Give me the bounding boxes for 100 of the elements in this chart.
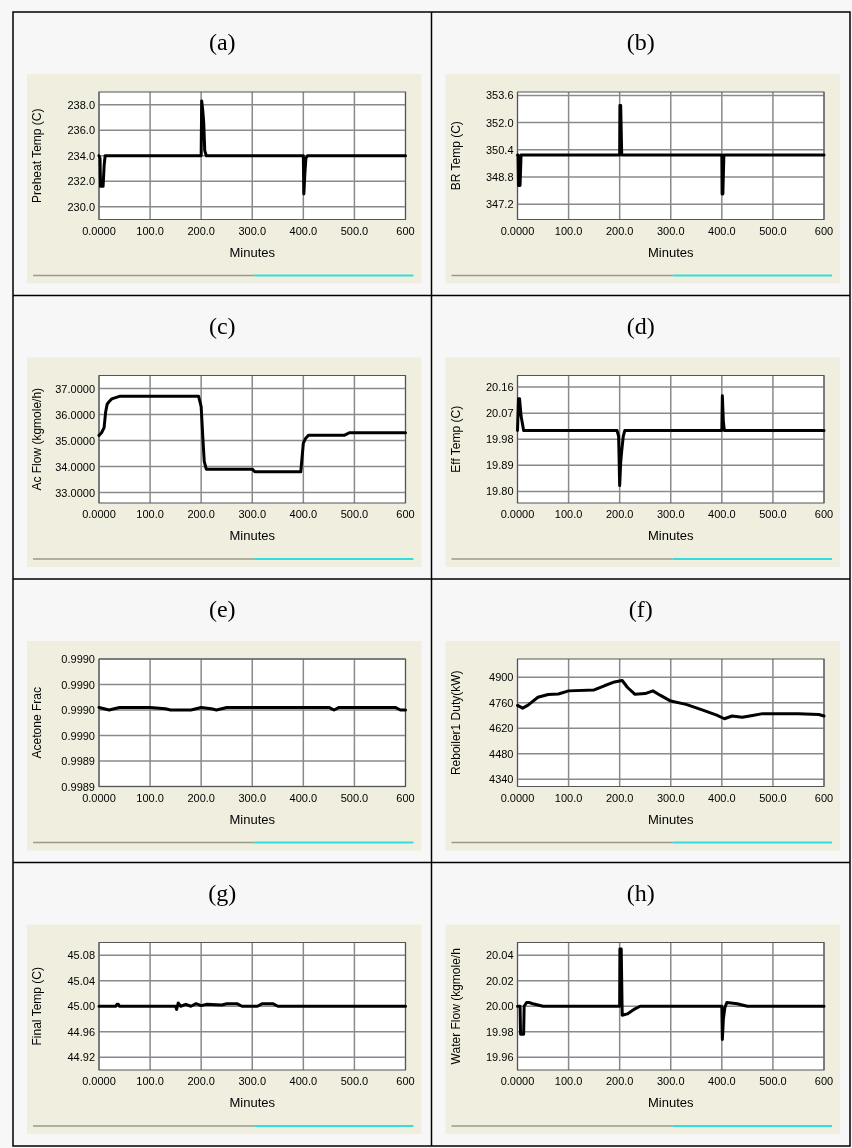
chart-title: (b) [626,29,655,55]
y-axis-title: Ac Flow (kgmole/h) [30,387,44,491]
y-axis-title: Water Flow (kgmole/h [448,948,463,1065]
x-tick-label: 500.0 [759,224,787,237]
y-axis-title: Acetone Frac [30,687,44,759]
y-tick-label: 35.0000 [55,434,95,447]
y-tick-label: 44.96 [67,1025,95,1038]
x-tick-label: 400.0 [708,1075,736,1087]
x-tick-label: 200.0 [605,508,634,520]
line-series [516,947,826,1041]
y-tick-label: 19.98 [485,1025,514,1038]
x-tick-label: 300.0 [656,791,685,804]
line-series [97,99,407,196]
x-tick-label: 0.0000 [500,1075,535,1087]
x-tick-label: 100.0 [136,508,164,520]
y-tick-label: 45.00 [67,1000,95,1013]
y-tick-label: 0.9990 [61,729,95,742]
x-tick-label: 300.0 [238,1075,267,1087]
x-tick-label: 0.0000 [500,224,535,237]
y-tick-label: 236.0 [67,124,95,137]
x-tick-label: 0.0000 [82,1075,116,1087]
x-tick-label: 100.0 [136,1075,164,1087]
x-tick-label: 100.0 [554,508,583,520]
y-tick-label: 4340 [489,773,514,786]
x-tick-label: 600 [814,224,834,237]
x-axis-title: Minutes [229,1095,276,1110]
line-series [516,394,826,488]
y-tick-label: 19.89 [485,459,514,472]
x-tick-label: 100.0 [136,791,164,804]
chart-title: (g) [208,879,237,906]
y-tick-label: 4900 [489,671,514,684]
chart-title: (a) [208,29,236,55]
y-tick-label: 4480 [489,747,514,760]
y-tick-label: 0.9990 [61,678,95,691]
y-tick-label: 352.0 [485,116,514,129]
x-tick-label: 0.0000 [82,791,116,804]
x-tick-label: 500.0 [340,791,369,804]
x-axis-title: Minutes [229,244,276,260]
y-axis-title: Eff Temp (C) [448,405,463,473]
y-tick-label: 230.0 [67,200,95,213]
y-tick-label: 20.00 [485,1000,514,1013]
x-tick-label: 500.0 [340,1075,369,1087]
y-tick-label: 348.8 [485,171,514,183]
y-tick-label: 33.0000 [55,486,95,499]
y-tick-label: 20.07 [485,407,514,420]
x-tick-label: 400.0 [708,791,736,804]
y-axis-title: Final Temp (C) [30,967,44,1046]
x-tick-label: 400.0 [289,1075,318,1087]
x-tick-label: 500.0 [759,791,787,804]
x-tick-label: 200.0 [187,791,215,804]
line-series [97,1001,407,1011]
y-axis-title: Preheat Temp (C) [30,108,44,203]
x-axis-title: Minutes [647,1095,694,1110]
y-tick-label: 45.08 [67,949,95,962]
y-tick-label: 36.0000 [55,408,95,421]
x-tick-label: 200.0 [187,1075,215,1087]
y-tick-label: 353.6 [485,89,514,102]
y-tick-label: 238.0 [67,98,95,111]
y-tick-label: 0.9990 [61,653,95,665]
x-axis-title: Minutes [229,811,276,827]
x-axis-title: Minutes [229,528,276,543]
x-tick-label: 500.0 [340,224,369,237]
y-tick-label: 0.9989 [61,780,95,793]
x-tick-label: 600 [396,224,415,237]
x-tick-label: 300.0 [238,224,267,237]
y-tick-label: 4760 [489,696,514,709]
y-tick-label: 347.2 [485,198,514,211]
y-tick-label: 20.02 [485,974,514,987]
x-tick-label: 200.0 [605,791,634,804]
x-tick-label: 600 [814,508,834,520]
x-tick-label: 600 [396,791,415,804]
x-tick-label: 300.0 [238,508,267,520]
y-tick-label: 34.0000 [55,460,95,473]
x-tick-label: 400.0 [708,224,736,237]
y-axis-title: Reboiler1 Duty(kW) [448,670,463,776]
x-tick-label: 300.0 [656,508,685,520]
x-tick-label: 500.0 [759,508,787,520]
x-tick-label: 100.0 [554,1075,583,1087]
x-tick-label: 300.0 [238,791,267,804]
y-tick-label: 19.98 [485,433,514,446]
chart-title: (d) [626,312,655,339]
y-axis-title: BR Temp (C) [448,121,463,191]
line-series [516,104,826,196]
x-tick-label: 200.0 [187,224,215,237]
x-tick-label: 600 [814,1075,834,1087]
x-axis-title: Minutes [647,528,694,543]
chart-title: (f) [628,596,653,622]
x-tick-label: 500.0 [340,508,369,520]
line-series [97,394,407,474]
x-tick-label: 400.0 [289,224,318,237]
y-tick-label: 350.4 [485,143,514,156]
y-tick-label: 234.0 [67,149,95,162]
y-tick-label: 0.9989 [61,755,95,767]
y-tick-label: 45.04 [67,974,95,987]
x-tick-label: 200.0 [187,508,215,520]
x-tick-label: 0.0000 [82,508,116,520]
x-tick-label: 100.0 [554,224,583,237]
y-tick-label: 232.0 [67,175,95,188]
x-tick-label: 0.0000 [500,791,535,804]
y-tick-label: 19.96 [485,1051,514,1064]
